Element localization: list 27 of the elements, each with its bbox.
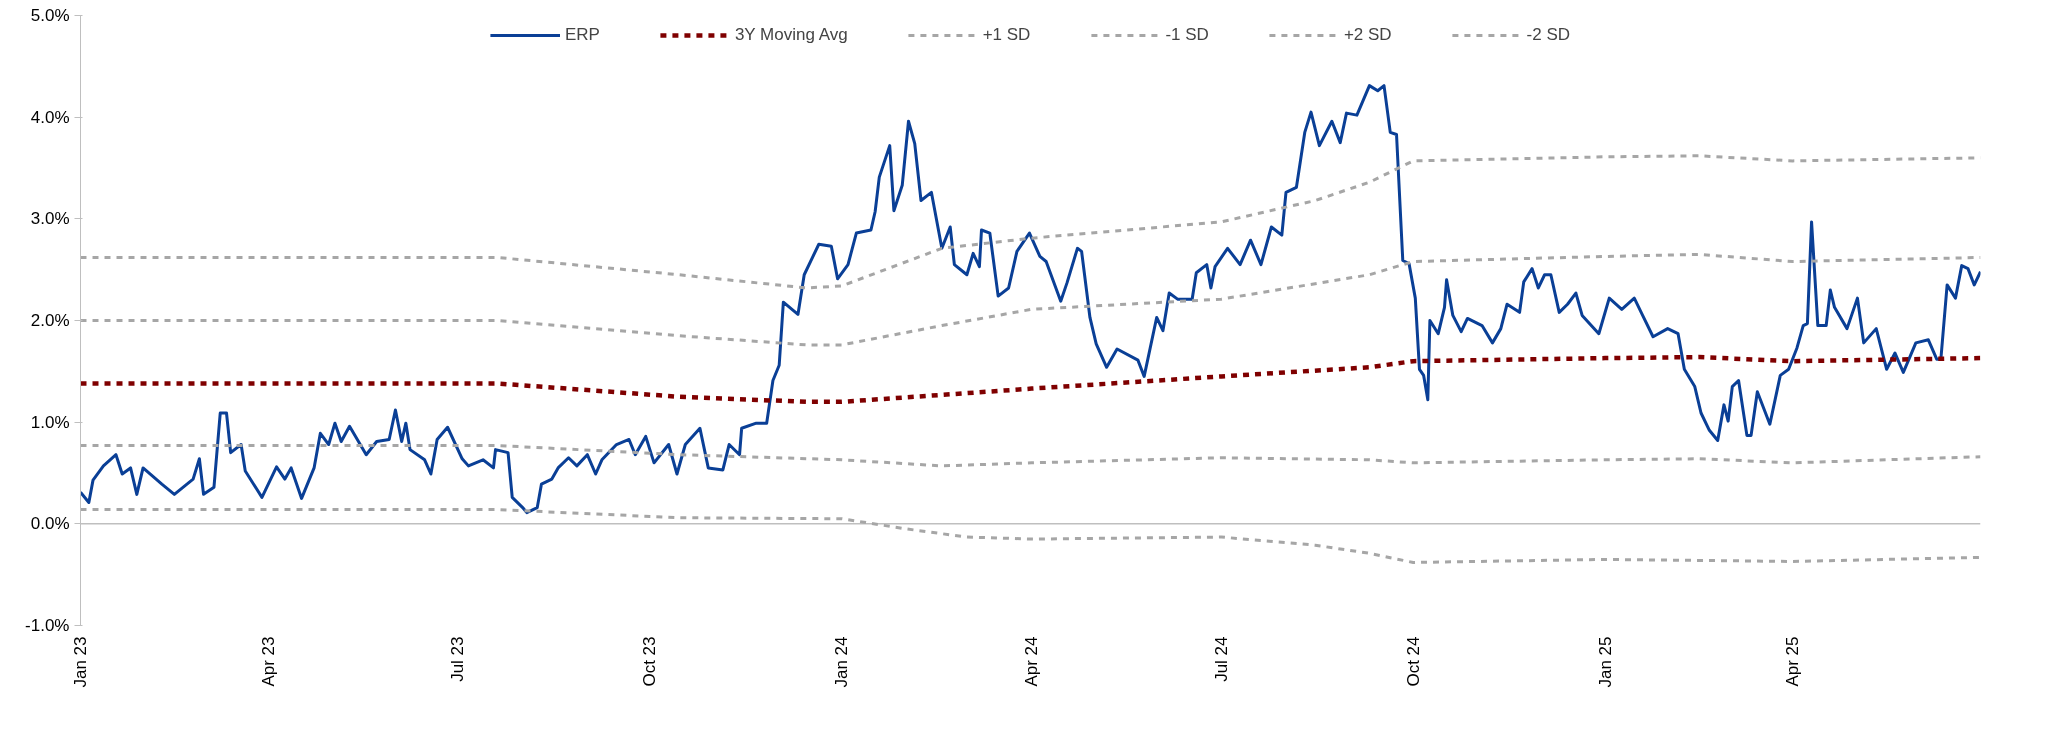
- x-tick-label: Jan 25: [1595, 636, 1615, 688]
- x-tick-label: Apr 23: [258, 636, 278, 687]
- legend-label: -1 SD: [1165, 25, 1209, 45]
- line-series: [80, 84, 1981, 515]
- y-tick-label: 5.0%: [30, 6, 70, 25]
- y-tick-label: 2.0%: [30, 311, 70, 330]
- line-series: [80, 444, 1981, 468]
- y-tick-label: 3.0%: [30, 209, 70, 229]
- x-tick-label: Jan 24: [832, 636, 852, 688]
- line-series: [80, 508, 1981, 564]
- x-tick-label: Jan 23: [71, 636, 90, 688]
- y-tick-label: 0.0%: [30, 514, 70, 534]
- y-tick-label: 4.0%: [30, 107, 70, 127]
- x-tick-label: Apr 25: [1783, 636, 1803, 687]
- x-tick-label: Jul 24: [1211, 636, 1231, 682]
- x-tick-label: Apr 24: [1022, 636, 1042, 687]
- y-tick-label: 1.0%: [30, 412, 70, 432]
- legend-label: +2 SD: [1343, 25, 1392, 45]
- legend-label: -2 SD: [1526, 25, 1571, 45]
- x-tick-label: Oct 24: [1403, 636, 1423, 687]
- legend-label: 3Y Moving Avg: [734, 25, 848, 45]
- legend-label: ERP: [564, 25, 600, 45]
- legend-label: +1 SD: [982, 25, 1031, 45]
- y-tick-label: -1.0%: [25, 616, 70, 635]
- x-tick-label: Jul 23: [448, 636, 468, 682]
- line-series: [80, 354, 1981, 405]
- x-tick-label: Oct 23: [640, 636, 660, 687]
